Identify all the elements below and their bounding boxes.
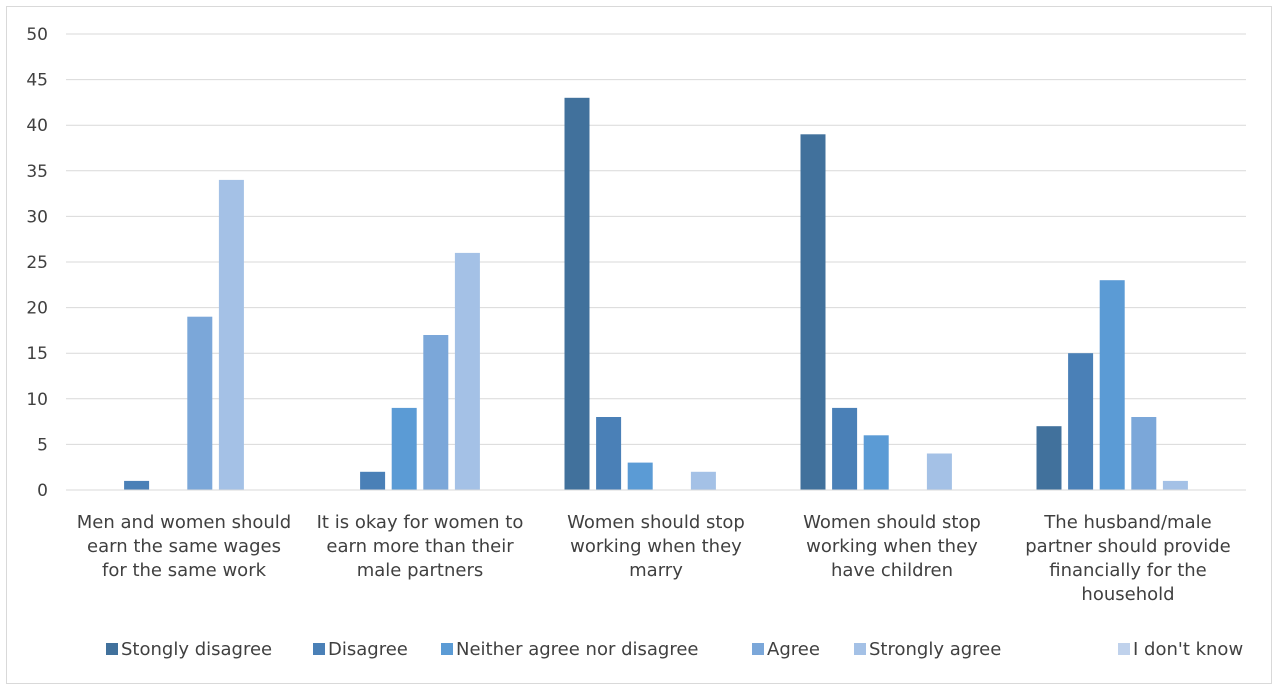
category-labels: Men and women should earn the same wages f… (77, 512, 1231, 605)
bar (1131, 417, 1156, 490)
x-category-label: earn more than their (326, 536, 514, 557)
y-tick-label: 45 (26, 71, 48, 91)
legend-swatch (441, 643, 453, 655)
legend-swatch (1118, 643, 1130, 655)
y-tick-label: 30 (26, 207, 48, 227)
legend-swatch (752, 643, 764, 655)
y-tick-label: 0 (37, 481, 48, 501)
x-category-label: marry (629, 560, 683, 581)
bar (596, 417, 621, 490)
y-tick-label: 15 (26, 344, 48, 364)
y-tick-label: 20 (26, 299, 48, 319)
y-tick-label: 50 (26, 25, 48, 45)
bar (628, 463, 653, 490)
bar (832, 408, 857, 490)
bar (1037, 426, 1062, 490)
legend-swatch (106, 643, 118, 655)
bar (124, 481, 149, 490)
legend-swatch (313, 643, 325, 655)
x-category-label: Women should stop (803, 512, 981, 533)
x-category-label: male partners (357, 560, 484, 581)
y-tick-label: 10 (26, 390, 48, 410)
x-category-label: Women should stop (567, 512, 745, 533)
bar (1163, 481, 1188, 490)
legend-label: Disagree (328, 639, 408, 660)
bars (124, 98, 1188, 490)
x-category-label: It is okay for women to (317, 512, 524, 533)
y-tick-label: 40 (26, 116, 48, 136)
x-category-label: The husband/male (1043, 512, 1211, 533)
x-category-label: partner should provide (1025, 536, 1230, 557)
y-axis-ticks: 0 5 10 15 20 25 30 35 40 45 50 (26, 25, 48, 501)
legend-label: Agree (767, 639, 820, 660)
bar (691, 472, 716, 490)
y-tick-label: 25 (26, 253, 48, 273)
bar (423, 335, 448, 490)
bar (565, 98, 590, 490)
x-category-label: for the same work (102, 560, 267, 581)
x-category-label: have children (831, 560, 953, 581)
bar (927, 454, 952, 491)
x-category-label: earn the same wages (87, 536, 281, 557)
legend-label: I don't know (1133, 639, 1243, 660)
y-tick-label: 35 (26, 162, 48, 182)
legend-label: Stongly disagree (121, 639, 272, 660)
bar (1100, 280, 1125, 490)
legend-label: Strongly agree (869, 639, 1001, 660)
legend: Stongly disagree Disagree Neither agree no… (106, 639, 1243, 660)
x-category-label: financially for the (1049, 560, 1207, 581)
legend-swatch (854, 643, 866, 655)
bar (392, 408, 417, 490)
bar (187, 317, 212, 490)
bar (360, 472, 385, 490)
bar (801, 134, 826, 490)
x-category-label: household (1081, 584, 1174, 605)
bar (864, 435, 889, 490)
legend-label: Neither agree nor disagree (456, 639, 699, 660)
bar (1068, 353, 1093, 490)
x-category-label: working when they (806, 536, 978, 557)
y-tick-label: 5 (37, 435, 48, 455)
x-category-label: Men and women should (77, 512, 291, 533)
bar (455, 253, 480, 490)
bar (219, 180, 244, 490)
x-category-label: working when they (570, 536, 742, 557)
